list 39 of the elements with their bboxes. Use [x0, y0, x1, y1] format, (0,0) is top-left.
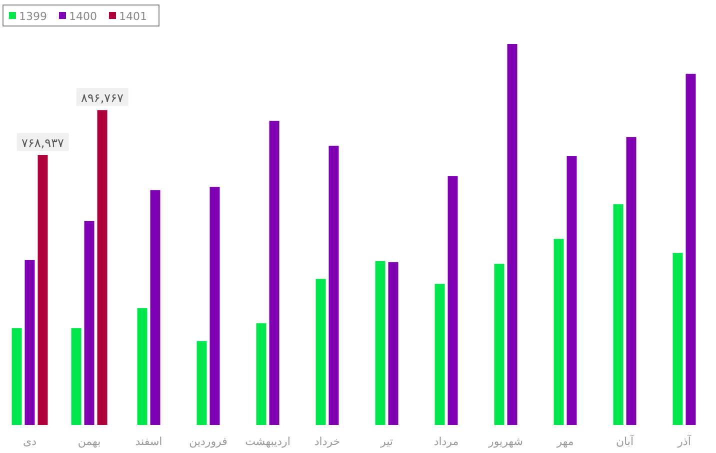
x-tick-label: تیر	[380, 435, 393, 448]
x-tick-label: بهمن	[78, 435, 101, 448]
x-tick-label: اسفند	[135, 435, 162, 448]
legend-label: 1399	[19, 10, 47, 23]
data-label: ۸۹۶,۷۶۷	[81, 91, 124, 106]
x-tick-label: مهر	[556, 435, 574, 448]
bar	[686, 74, 696, 425]
bar	[672, 252, 683, 425]
bar	[388, 262, 398, 425]
legend-label: 1400	[69, 10, 97, 23]
bar	[375, 261, 386, 425]
bar	[256, 323, 266, 425]
data-label: ۷۶۸,۹۳۷	[22, 136, 65, 150]
bar	[626, 137, 636, 425]
bar	[150, 190, 160, 425]
bar	[448, 176, 458, 425]
x-tick-label: دی	[22, 435, 37, 448]
x-tick-label: آبان	[616, 434, 634, 448]
x-tick-label: خرداد	[314, 435, 340, 448]
x-tick-label: مرداد	[434, 435, 459, 448]
bar	[434, 284, 445, 425]
bar	[97, 110, 108, 425]
legend-label: 1401	[119, 10, 147, 23]
bar	[507, 44, 518, 425]
x-tick-label: آذر	[676, 434, 692, 448]
bar	[316, 278, 326, 425]
bar	[328, 146, 339, 425]
x-tick-label: اردیبهشت	[245, 435, 290, 448]
bar	[566, 156, 577, 425]
bar	[494, 264, 504, 425]
bar	[137, 308, 148, 425]
bar	[196, 341, 207, 425]
x-tick-label: فروردین	[189, 435, 228, 448]
x-tick-label: شهریور	[488, 435, 523, 448]
bar	[269, 120, 280, 425]
bar	[38, 154, 48, 425]
bar	[613, 204, 624, 425]
bar	[554, 238, 564, 425]
bar	[210, 186, 220, 425]
